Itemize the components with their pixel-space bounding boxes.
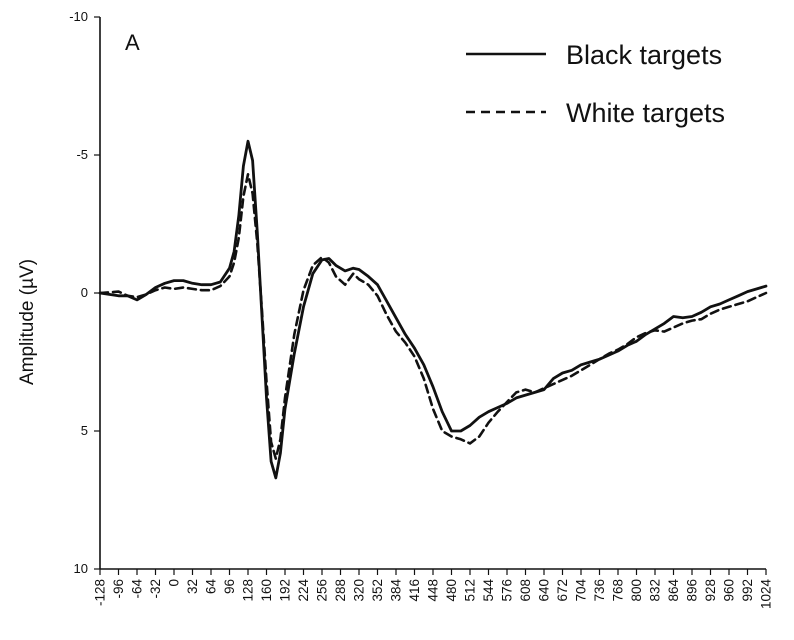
- x-tick-label: -96: [111, 579, 126, 599]
- series-line-black-targets: [98, 139, 768, 480]
- x-tick-label: -64: [130, 579, 145, 599]
- y-tick-label: 0: [81, 285, 88, 300]
- legend-label-black-targets: Black targets: [566, 40, 722, 70]
- x-tick-label: 544: [481, 579, 496, 602]
- x-tick-label: 960: [722, 579, 737, 602]
- x-tick-label: 768: [611, 579, 626, 602]
- y-tick-label: -5: [76, 147, 88, 162]
- x-tick-label: 928: [703, 579, 718, 602]
- y-tick-label: 5: [81, 423, 88, 438]
- x-tick-label: 832: [648, 579, 663, 602]
- panel-label: A: [125, 30, 140, 55]
- x-tick-label: 704: [574, 579, 589, 602]
- series-group: [98, 139, 768, 480]
- x-tick-label: 864: [666, 579, 681, 602]
- x-tick-label: 384: [389, 579, 404, 602]
- x-tick-label: 672: [555, 579, 570, 602]
- y-ticks: -10 -5 0 5 10: [69, 9, 100, 576]
- x-tick-label: 896: [685, 579, 700, 602]
- x-tick-label: 640: [537, 579, 552, 602]
- x-tick-label: 608: [518, 579, 533, 602]
- x-tick-label: -128: [93, 579, 108, 606]
- y-tick-label: -10: [69, 9, 88, 24]
- legend-label-white-targets: White targets: [566, 98, 725, 128]
- x-tick-label: 192: [278, 579, 293, 602]
- x-tick-label: 320: [352, 579, 367, 602]
- x-tick-label: 448: [426, 579, 441, 602]
- x-tick-label: 992: [740, 579, 755, 602]
- x-tick-label: 352: [370, 579, 385, 602]
- x-ticks: -128 -96 -64 -32 0 32 64 96 128 160 192 224 256 288 32…: [93, 569, 774, 609]
- x-tick-label: 160: [259, 579, 274, 602]
- x-tick-label: 128: [241, 579, 256, 602]
- x-tick-label: 576: [500, 579, 515, 602]
- x-tick-label: 0: [167, 579, 182, 587]
- x-tick-label: 64: [204, 579, 219, 595]
- x-tick-label: 480: [444, 579, 459, 602]
- x-tick-label: 256: [315, 579, 330, 602]
- series-line-white-targets: [98, 173, 768, 460]
- x-tick-label: 1024: [759, 579, 774, 610]
- y-tick-label: 10: [74, 561, 88, 576]
- x-tick-label: -32: [148, 579, 163, 599]
- legend: Black targets White targets: [466, 40, 725, 128]
- x-tick-label: 96: [222, 579, 237, 594]
- x-tick-label: 512: [463, 579, 478, 602]
- x-tick-label: 800: [629, 579, 644, 602]
- x-tick-label: 288: [333, 579, 348, 602]
- x-tick-label: 736: [592, 579, 607, 602]
- x-tick-label: 224: [296, 579, 311, 602]
- x-tick-label: 416: [407, 579, 422, 602]
- y-axis-label: Amplitude (µV): [17, 259, 38, 385]
- x-tick-label: 32: [185, 579, 200, 594]
